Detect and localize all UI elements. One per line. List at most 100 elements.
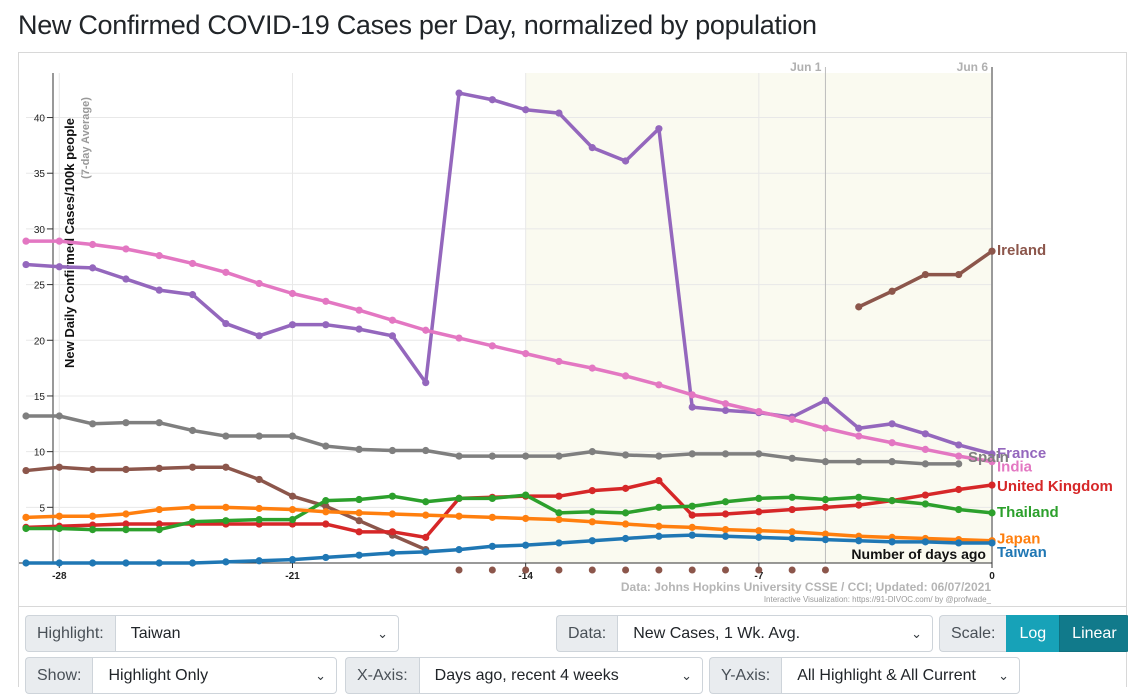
- data-point: [55, 412, 63, 420]
- data-point: [22, 513, 30, 521]
- data-point: [288, 492, 297, 500]
- end-label-ireland: Ireland: [997, 242, 1046, 259]
- data-point: [322, 497, 330, 505]
- date-marker-label: Jun 6: [957, 60, 989, 74]
- marker-dot: [555, 566, 563, 574]
- data-point: [621, 372, 630, 380]
- data-point: [455, 512, 463, 520]
- log-scale-button[interactable]: Log: [1006, 615, 1060, 652]
- data-point: [455, 89, 463, 97]
- marker-dot: [722, 566, 730, 574]
- data-point: [55, 263, 63, 271]
- data-point: [755, 533, 763, 541]
- data-point: [288, 556, 297, 564]
- credit-text: Interactive Visualization: https://91-DI…: [764, 595, 992, 604]
- data-point: [755, 494, 763, 503]
- data-point: [422, 378, 430, 387]
- data-point: [222, 319, 230, 328]
- data-point: [555, 509, 563, 517]
- highlight-value: Taiwan: [130, 624, 181, 642]
- data-point: [155, 286, 163, 294]
- data-point: [821, 503, 830, 511]
- data-point: [255, 432, 263, 440]
- data-point: [188, 259, 197, 268]
- end-label-india: India: [997, 459, 1033, 476]
- data-point: [455, 546, 463, 554]
- data-point: [522, 541, 530, 549]
- data-point: [688, 523, 696, 531]
- data-control: Data: New Cases, 1 Wk. Avg. ⌄: [556, 615, 933, 652]
- data-point: [155, 252, 163, 260]
- data-point: [55, 524, 63, 533]
- data-point: [355, 509, 363, 517]
- data-point: [322, 508, 330, 516]
- data-point: [921, 491, 929, 499]
- data-point: [89, 465, 97, 474]
- end-label-taiwan: Taiwan: [997, 544, 1047, 561]
- series-line-taiwan: [26, 533, 992, 565]
- data-point: [655, 522, 663, 530]
- data-point: [288, 515, 297, 524]
- data-point: [755, 527, 763, 535]
- data-point: [721, 532, 730, 540]
- data-point: [888, 420, 896, 428]
- data-point: [89, 240, 97, 249]
- x-tick-label: -7: [754, 571, 763, 582]
- data-point: [422, 326, 430, 334]
- data-point: [455, 452, 463, 460]
- show-select[interactable]: Highlight Only ⌄: [92, 657, 337, 694]
- data-point: [888, 538, 896, 546]
- yaxis-select[interactable]: All Highlight & All Current ⌄: [781, 657, 1020, 694]
- data-point: [988, 247, 996, 255]
- data-point: [655, 476, 663, 485]
- data-point: [89, 525, 97, 534]
- marker-dot: [488, 566, 496, 574]
- data-point: [988, 481, 996, 489]
- data-point: [855, 493, 863, 501]
- data-point: [588, 448, 596, 456]
- data-label: Data:: [556, 615, 618, 652]
- data-point: [322, 520, 330, 528]
- data-point: [122, 419, 130, 427]
- xaxis-select[interactable]: Days ago, recent 4 weeks ⌄: [418, 657, 703, 694]
- data-point: [155, 505, 163, 514]
- data-point: [388, 446, 397, 455]
- data-point: [55, 512, 63, 520]
- xaxis-value: Days ago, recent 4 weeks: [434, 666, 619, 684]
- data-point: [122, 520, 130, 528]
- data-point: [755, 407, 763, 416]
- data-point: [488, 494, 496, 503]
- data-point: [89, 512, 97, 520]
- data-point: [821, 424, 830, 432]
- data-point: [222, 517, 230, 525]
- data-point: [388, 316, 397, 324]
- data-point: [655, 503, 663, 511]
- data-point: [355, 517, 363, 525]
- data-point: [322, 297, 330, 305]
- data-point: [455, 494, 463, 503]
- scale-control: Scale: Log Linear: [939, 615, 1128, 652]
- page-title: New Confirmed COVID-19 Cases per Day, no…: [18, 10, 817, 40]
- x-axis-label: Number of days ago: [851, 546, 986, 562]
- data-point: [855, 537, 863, 545]
- data-point: [555, 357, 563, 366]
- data-point: [89, 420, 97, 428]
- data-point: [288, 321, 297, 329]
- data-point: [222, 503, 230, 511]
- data-point: [821, 530, 830, 538]
- end-label-japan: Japan: [997, 531, 1040, 548]
- data-point: [555, 109, 563, 117]
- marker-dot: [755, 566, 763, 574]
- linear-scale-button[interactable]: Linear: [1059, 615, 1128, 652]
- data-select[interactable]: New Cases, 1 Wk. Avg. ⌄: [617, 615, 933, 652]
- data-point: [655, 532, 663, 540]
- data-point: [888, 458, 896, 466]
- y-tick-label: 15: [34, 392, 46, 403]
- chevron-down-icon: ⌄: [681, 667, 692, 683]
- data-point: [621, 484, 630, 492]
- data-point: [588, 537, 596, 545]
- data-point: [422, 511, 430, 519]
- highlight-select[interactable]: Taiwan ⌄: [114, 615, 399, 652]
- yaxis-label: Y-Axis:: [709, 657, 782, 694]
- data-point: [688, 450, 696, 458]
